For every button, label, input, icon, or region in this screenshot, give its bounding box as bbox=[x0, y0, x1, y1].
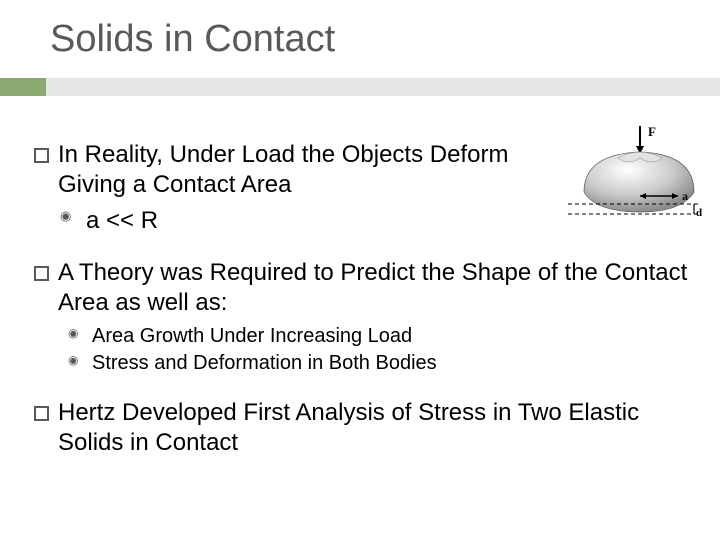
bullet-2-sub-1: Area Growth Under Increasing Load bbox=[66, 324, 692, 349]
bullet-2-sub-2: Stress and Deformation in Both Bodies bbox=[66, 351, 692, 376]
bullet-1-sub-1-text: a << R bbox=[86, 207, 158, 234]
slide: Solids in Contact F bbox=[0, 0, 720, 540]
bullet-1-sub-1: a << R bbox=[58, 206, 692, 236]
slide-title: Solids in Contact bbox=[50, 18, 335, 61]
bullet-2-text: A Theory was Required to Predict the Sha… bbox=[58, 258, 692, 318]
bullet-2: A Theory was Required to Predict the Sha… bbox=[28, 258, 692, 376]
bullet-1-text: In Reality, Under Load the Objects Defor… bbox=[58, 140, 558, 200]
slide-body: In Reality, Under Load the Objects Defor… bbox=[28, 140, 692, 480]
svg-text:d: d bbox=[696, 207, 702, 219]
bullet-3: Hertz Developed First Analysis of Stress… bbox=[28, 398, 692, 458]
bullet-2-sub-1-text: Area Growth Under Increasing Load bbox=[92, 325, 412, 347]
bullet-1: In Reality, Under Load the Objects Defor… bbox=[28, 140, 692, 236]
svg-text:F: F bbox=[648, 124, 656, 139]
bullet-3-text: Hertz Developed First Analysis of Stress… bbox=[58, 398, 692, 458]
bullet-2-sub-2-text: Stress and Deformation in Both Bodies bbox=[92, 352, 437, 374]
accent-bar bbox=[0, 78, 720, 96]
